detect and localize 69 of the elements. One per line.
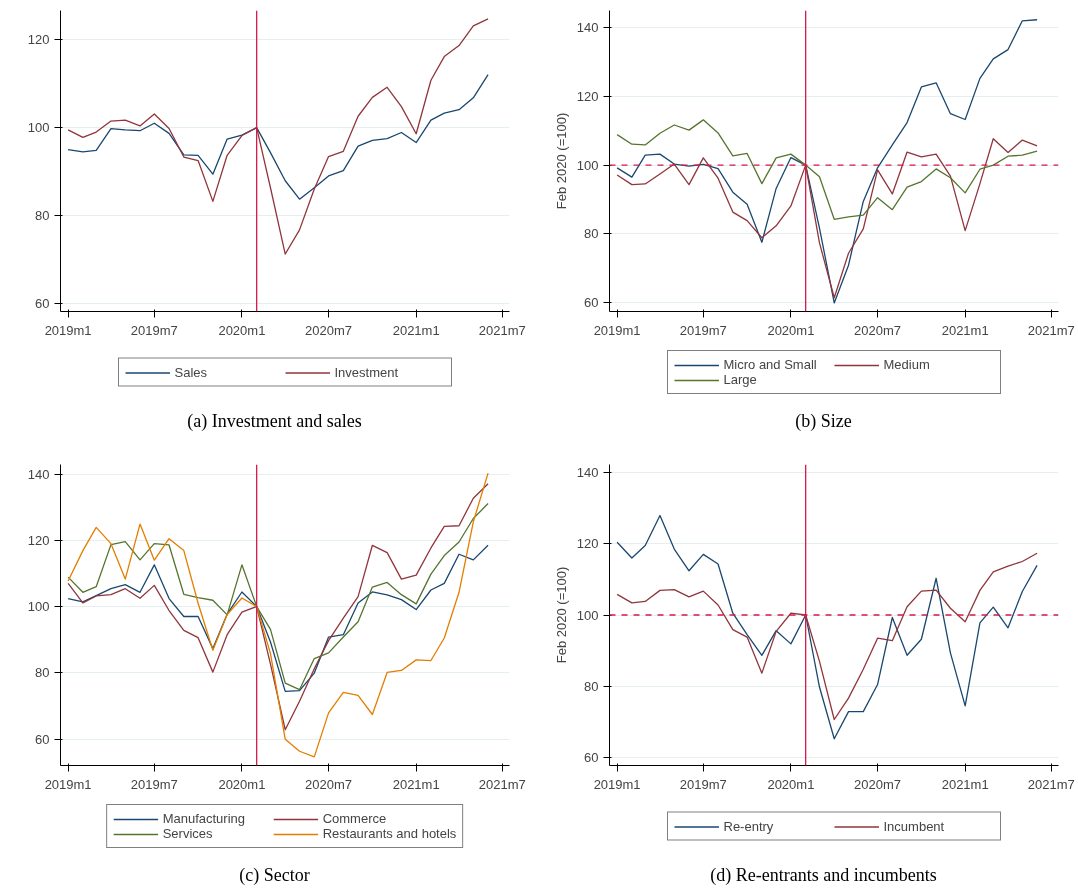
x-tick-label: 2019m7 bbox=[130, 776, 178, 792]
x-tick-label: 2020m7 bbox=[305, 322, 353, 338]
legend-label: Services bbox=[162, 826, 214, 841]
line-series bbox=[67, 502, 489, 691]
x-tick-label: 2020m7 bbox=[854, 322, 902, 338]
text: (b) Size bbox=[795, 410, 852, 433]
y-tick-label: 100 bbox=[576, 607, 599, 623]
x-tick-label: 2019m7 bbox=[130, 322, 178, 338]
y-tick-label: 80 bbox=[584, 678, 599, 694]
legend-label: Re-entry bbox=[723, 818, 775, 834]
y-tick-label: 60 bbox=[35, 731, 50, 747]
x-tick-label: 2021m1 bbox=[392, 776, 440, 792]
y-tick-label: 120 bbox=[576, 536, 599, 552]
y-tick-label: 100 bbox=[27, 120, 50, 136]
line-series bbox=[67, 73, 489, 200]
y-tick-label: 120 bbox=[27, 32, 50, 48]
y-tick-label: 140 bbox=[576, 464, 599, 480]
line-series bbox=[67, 544, 489, 692]
x-tick-label: 2020m1 bbox=[218, 776, 266, 792]
x-tick-label: 2021m7 bbox=[478, 322, 526, 338]
x-tick-label: 2019m1 bbox=[44, 322, 92, 338]
text: (c) Sector bbox=[239, 864, 310, 887]
x-tick-label: 2020m1 bbox=[767, 322, 815, 338]
legend-label: Investment bbox=[334, 364, 400, 380]
legend-label: Commerce bbox=[322, 811, 388, 826]
y-tick-label: 140 bbox=[576, 20, 599, 36]
legend-label: Manufacturing bbox=[162, 811, 247, 826]
x-tick-label: 2021m1 bbox=[941, 322, 989, 338]
y-axis-title: Feb 2020 (=100) bbox=[553, 112, 569, 210]
y-tick-label: 80 bbox=[35, 207, 50, 223]
y-tick-label: 60 bbox=[35, 295, 50, 311]
y-tick-label: 120 bbox=[27, 532, 50, 548]
x-tick-label: 2021m1 bbox=[392, 322, 440, 338]
legend-label: Incumbent bbox=[883, 818, 946, 834]
y-tick-label: 80 bbox=[584, 226, 599, 242]
x-tick-label: 2021m7 bbox=[1027, 776, 1075, 792]
x-tick-label: 2019m7 bbox=[679, 322, 727, 338]
legend-label: Restaurants and hotels bbox=[322, 826, 457, 841]
x-tick-label: 2019m1 bbox=[44, 776, 92, 792]
x-tick-label: 2021m7 bbox=[1027, 322, 1075, 338]
legend-label: Large bbox=[723, 372, 758, 387]
y-tick-label: 60 bbox=[584, 750, 599, 766]
line-series bbox=[616, 119, 1038, 220]
y-tick-label: 80 bbox=[35, 665, 50, 681]
y-axis-title: Feb 2020 (=100) bbox=[553, 566, 569, 664]
legend-label: Sales bbox=[174, 364, 209, 380]
y-tick-label: 100 bbox=[576, 157, 599, 173]
y-tick-label: 140 bbox=[27, 466, 50, 482]
legend-label: Micro and Small bbox=[723, 357, 818, 372]
x-tick-label: 2019m1 bbox=[593, 322, 641, 338]
text: (d) Re-entrants and incumbents bbox=[710, 864, 937, 887]
x-tick-label: 2020m7 bbox=[854, 776, 902, 792]
x-tick-label: 2020m7 bbox=[305, 776, 353, 792]
x-tick-label: 2021m1 bbox=[941, 776, 989, 792]
y-tick-label: 100 bbox=[27, 599, 50, 615]
x-tick-label: 2019m1 bbox=[593, 776, 641, 792]
line-series bbox=[616, 138, 1038, 299]
line-series bbox=[616, 19, 1038, 304]
x-tick-label: 2021m7 bbox=[478, 776, 526, 792]
x-tick-label: 2020m1 bbox=[767, 776, 815, 792]
text: (a) Investment and sales bbox=[187, 410, 362, 433]
y-tick-label: 60 bbox=[584, 294, 599, 310]
line-series bbox=[616, 514, 1038, 740]
x-tick-label: 2020m1 bbox=[218, 322, 266, 338]
x-tick-label: 2019m7 bbox=[679, 776, 727, 792]
y-tick-label: 120 bbox=[576, 89, 599, 105]
legend-label: Medium bbox=[883, 357, 931, 372]
line-series bbox=[67, 18, 489, 255]
line-series bbox=[616, 552, 1038, 721]
